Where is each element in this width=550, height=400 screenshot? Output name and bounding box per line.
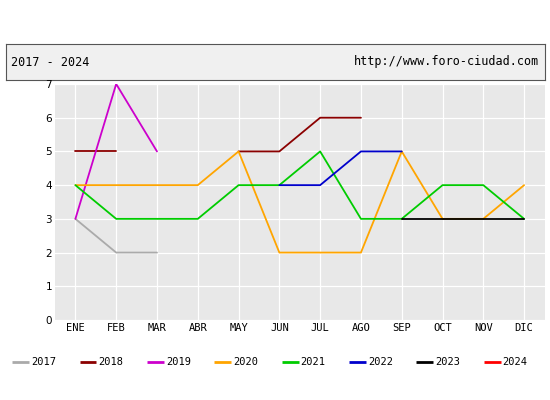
Text: 2020: 2020 — [233, 357, 258, 367]
Text: Evolucion del paro registrado en Pujalt: Evolucion del paro registrado en Pujalt — [127, 14, 423, 30]
Text: 2022: 2022 — [368, 357, 393, 367]
Text: 2024: 2024 — [503, 357, 528, 367]
Text: 2023: 2023 — [436, 357, 460, 367]
Text: 2019: 2019 — [166, 357, 191, 367]
Text: http://www.foro-ciudad.com: http://www.foro-ciudad.com — [354, 56, 539, 68]
Text: 2017 - 2024: 2017 - 2024 — [11, 56, 89, 68]
Text: 2017: 2017 — [31, 357, 56, 367]
Text: 2018: 2018 — [98, 357, 124, 367]
Text: 2021: 2021 — [301, 357, 326, 367]
